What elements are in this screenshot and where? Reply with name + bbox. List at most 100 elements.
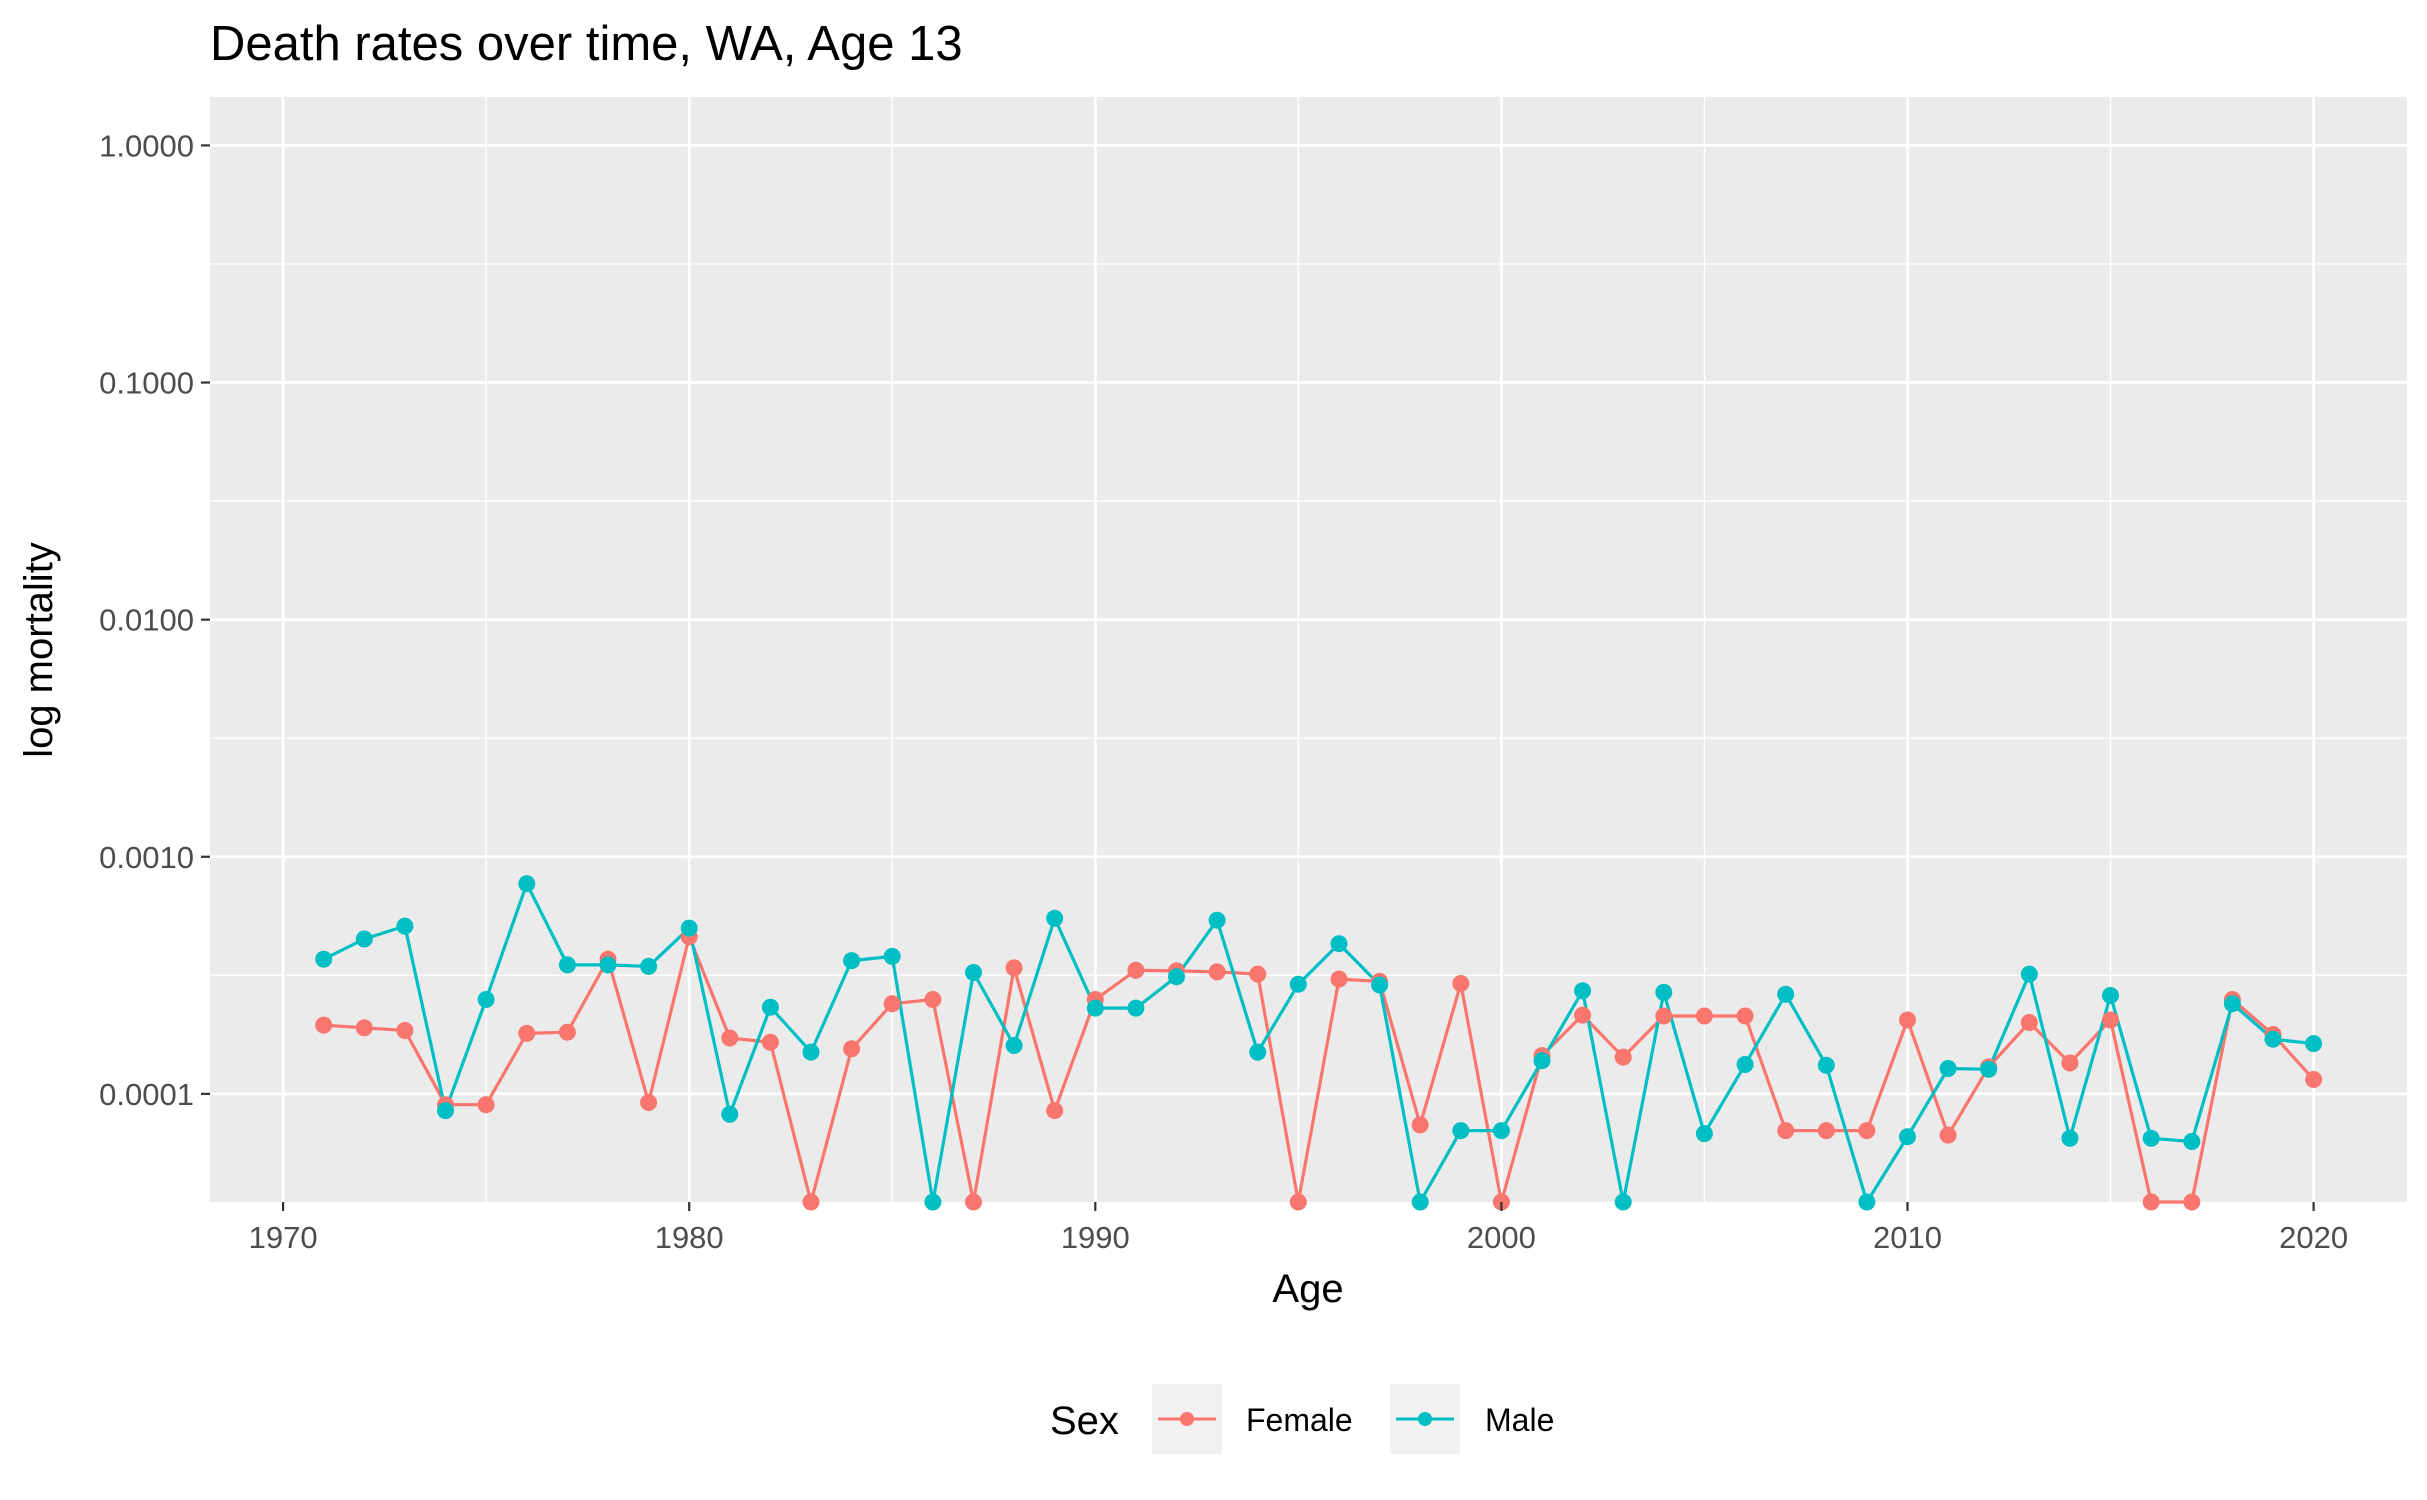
series-layer bbox=[315, 875, 2323, 1211]
data-point-male bbox=[1777, 985, 1795, 1003]
data-point-female bbox=[965, 1193, 982, 1211]
data-point-male bbox=[1858, 1193, 1876, 1211]
data-point-male bbox=[1289, 975, 1307, 993]
data-point-male bbox=[1127, 999, 1145, 1017]
legend-point-male bbox=[1418, 1412, 1432, 1426]
data-point-female bbox=[558, 1023, 576, 1041]
y-tick-label: 0.1000 bbox=[99, 366, 194, 401]
data-point-male bbox=[1533, 1052, 1551, 1070]
data-point-male bbox=[1086, 999, 1104, 1017]
data-point-female bbox=[761, 1033, 779, 1051]
x-tick-label: 1970 bbox=[249, 1220, 318, 1255]
legend: Sex Female Male bbox=[1050, 1384, 1554, 1454]
data-point-male bbox=[1168, 968, 1185, 986]
y-tick-label: 0.0010 bbox=[99, 840, 194, 875]
data-point-male bbox=[802, 1043, 820, 1061]
data-point-female bbox=[477, 1096, 495, 1114]
data-point-male bbox=[1980, 1060, 1998, 1078]
data-point-female bbox=[1330, 970, 1348, 988]
series-line-female bbox=[323, 935, 2315, 1204]
data-point-male bbox=[2264, 1030, 2282, 1048]
y-tick-label: 0.0001 bbox=[99, 1077, 194, 1112]
data-point-male bbox=[1939, 1060, 1957, 1077]
data-point-male bbox=[1655, 983, 1673, 1001]
data-point-female bbox=[518, 1024, 536, 1042]
data-point-male bbox=[761, 998, 779, 1016]
data-point-female bbox=[2305, 1071, 2323, 1088]
data-point-female bbox=[1005, 959, 1023, 977]
data-point-male bbox=[355, 930, 373, 948]
data-point-male bbox=[396, 917, 414, 935]
data-point-male bbox=[1330, 935, 1348, 953]
data-point-female bbox=[1899, 1011, 1916, 1029]
y-tick-label: 0.0100 bbox=[99, 603, 194, 638]
data-point-female bbox=[1655, 1007, 1673, 1025]
data-point-female bbox=[1249, 965, 1267, 983]
data-point-male bbox=[721, 1105, 739, 1123]
data-point-male bbox=[1695, 1125, 1713, 1143]
data-point-male bbox=[1899, 1128, 1916, 1146]
legend-point-female bbox=[1180, 1412, 1194, 1426]
data-point-female bbox=[1614, 1048, 1632, 1066]
data-point-female bbox=[315, 1016, 333, 1034]
data-point-female bbox=[2142, 1193, 2160, 1211]
x-tick-label: 2000 bbox=[1467, 1220, 1536, 1255]
data-point-female bbox=[1411, 1116, 1429, 1134]
data-point-male bbox=[599, 956, 617, 974]
data-point-male bbox=[477, 991, 495, 1008]
y-axis: 0.0001 0.0010 0.0100 0.1000 1.0000 bbox=[99, 128, 210, 1112]
legend-item-male: Male bbox=[1390, 1384, 1554, 1454]
data-point-male bbox=[315, 950, 333, 968]
x-tick-label: 1980 bbox=[655, 1220, 724, 1255]
data-point-male bbox=[2305, 1035, 2323, 1053]
x-axis: 1970 1980 1990 2000 2010 2020 bbox=[249, 1202, 2348, 1255]
data-point-female bbox=[355, 1019, 373, 1037]
data-point-female bbox=[1452, 975, 1470, 992]
y-tick-label: 1.0000 bbox=[99, 128, 194, 163]
data-point-male bbox=[518, 875, 536, 893]
data-point-male bbox=[1736, 1056, 1754, 1073]
data-point-male bbox=[640, 957, 658, 975]
legend-label-female: Female bbox=[1246, 1402, 1353, 1438]
x-tick-label: 2010 bbox=[1873, 1220, 1942, 1255]
data-point-male bbox=[883, 947, 901, 965]
data-point-female bbox=[883, 995, 901, 1013]
data-point-male bbox=[965, 964, 982, 981]
data-point-male bbox=[2061, 1129, 2079, 1147]
data-point-male bbox=[1208, 911, 1226, 929]
data-point-male bbox=[437, 1102, 454, 1120]
data-point-male bbox=[2142, 1129, 2160, 1147]
y-axis-title: log mortality bbox=[17, 542, 61, 758]
x-tick-label: 1990 bbox=[1061, 1220, 1130, 1255]
x-axis-title: Age bbox=[1272, 1267, 1343, 1311]
data-point-female bbox=[2020, 1014, 2038, 1031]
data-point-female bbox=[721, 1029, 739, 1047]
data-point-female bbox=[2183, 1193, 2201, 1211]
data-point-male bbox=[1614, 1193, 1632, 1211]
x-tick-label: 2020 bbox=[2279, 1220, 2348, 1255]
data-point-male bbox=[924, 1193, 942, 1211]
data-point-male bbox=[1411, 1193, 1429, 1211]
data-point-male bbox=[1492, 1122, 1510, 1140]
data-point-male bbox=[1817, 1056, 1835, 1074]
data-point-male bbox=[1574, 982, 1592, 1000]
data-point-female bbox=[1127, 961, 1145, 979]
data-point-female bbox=[1289, 1193, 1307, 1211]
data-point-female bbox=[924, 991, 942, 1008]
data-point-female bbox=[1736, 1007, 1754, 1025]
data-point-male bbox=[680, 919, 698, 937]
plot-panel bbox=[210, 97, 2407, 1202]
data-point-male bbox=[1452, 1122, 1470, 1140]
data-point-male bbox=[2223, 995, 2241, 1013]
data-point-female bbox=[1046, 1102, 1064, 1120]
data-point-female bbox=[843, 1040, 861, 1058]
data-point-male bbox=[1371, 976, 1389, 994]
data-point-male bbox=[1046, 909, 1064, 927]
chart-title: Death rates over time, WA, Age 13 bbox=[210, 17, 963, 71]
data-point-male bbox=[843, 952, 861, 970]
data-point-female bbox=[1208, 963, 1226, 981]
data-point-female bbox=[640, 1094, 658, 1111]
data-point-female bbox=[1574, 1006, 1592, 1024]
data-point-female bbox=[1858, 1122, 1876, 1140]
